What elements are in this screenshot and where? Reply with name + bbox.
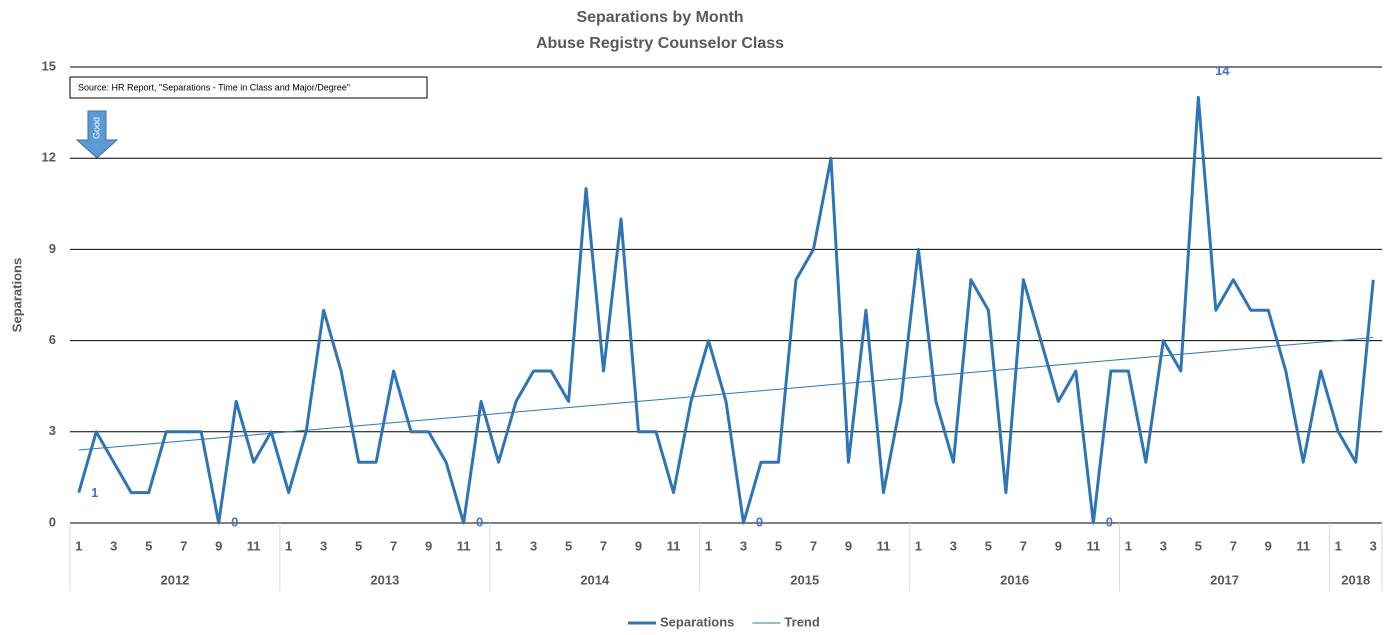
chart-subtitle: Abuse Registry Counselor Class (536, 35, 784, 52)
x-tick-label: 11 (667, 538, 681, 553)
data-label: 14 (1215, 63, 1230, 78)
x-tick-label: 9 (635, 538, 642, 553)
y-tick-label: 3 (49, 423, 56, 438)
x-tick-label: 11 (877, 538, 891, 553)
x-tick-label: 1 (75, 538, 82, 553)
x-tick-label: 3 (740, 538, 747, 553)
y-tick-label: 15 (42, 58, 56, 73)
x-tick-label: 5 (775, 538, 782, 553)
x-tick-label: 11 (247, 538, 261, 553)
x-tick-label: 11 (1086, 538, 1100, 553)
x-tick-label: 3 (110, 538, 117, 553)
y-tick-label: 0 (49, 514, 56, 529)
x-tick-label: 5 (565, 538, 572, 553)
x-tick-label: 9 (215, 538, 222, 553)
x-tick-label: 5 (145, 538, 152, 553)
x-tick-label: 7 (810, 538, 817, 553)
x-tick-label: 1 (705, 538, 712, 553)
x-tick-label: 9 (845, 538, 852, 553)
x-tick-label: 7 (390, 538, 397, 553)
legend-label: Separations (660, 614, 734, 629)
x-tick-label: 11 (1296, 538, 1310, 553)
data-label: 0 (1106, 514, 1113, 529)
x-group-label: 2015 (790, 572, 819, 587)
y-tick-label: 9 (49, 241, 56, 256)
x-tick-label: 5 (985, 538, 992, 553)
x-tick-label: 1 (495, 538, 502, 553)
y-axis-label: Separations (9, 258, 24, 332)
good-arrow (75, 110, 119, 159)
data-label: 0 (231, 514, 238, 529)
x-tick-label: 5 (355, 538, 362, 553)
x-tick-label: 9 (425, 538, 432, 553)
data-label: 0 (756, 514, 763, 529)
x-group-label: 2013 (370, 572, 399, 587)
x-tick-label: 11 (457, 538, 471, 553)
x-tick-label: 5 (1195, 538, 1202, 553)
source-note: Source: HR Report, "Separations - Time i… (78, 82, 350, 92)
x-group-label: 2018 (1341, 572, 1370, 587)
x-tick-label: 3 (1370, 538, 1377, 553)
x-group-label: 2017 (1210, 572, 1239, 587)
x-tick-label: 9 (1055, 538, 1062, 553)
legend-label: Trend (784, 614, 819, 629)
x-tick-label: 7 (1020, 538, 1027, 553)
x-tick-label: 1 (285, 538, 292, 553)
data-label: 1 (91, 485, 98, 500)
x-tick-label: 1 (1125, 538, 1132, 553)
x-group-label: 2014 (580, 572, 610, 587)
x-tick-label: 1 (1335, 538, 1342, 553)
x-tick-label: 7 (600, 538, 607, 553)
chart-title: Separations by Month (576, 9, 743, 26)
x-tick-label: 3 (950, 538, 957, 553)
y-tick-label: 6 (49, 332, 56, 347)
x-tick-label: 9 (1265, 538, 1272, 553)
x-group-label: 2016 (1000, 572, 1029, 587)
x-tick-label: 3 (320, 538, 327, 553)
line (78, 337, 1374, 451)
x-tick-label: 3 (530, 538, 537, 553)
arrow-note: Good (91, 117, 101, 139)
y-tick-label: 12 (42, 150, 56, 165)
x-group-label: 2012 (160, 572, 189, 587)
line (77, 95, 1375, 525)
source-box (69, 76, 428, 99)
x-tick-label: 7 (180, 538, 187, 553)
x-tick-label: 3 (1160, 538, 1167, 553)
x-tick-label: 7 (1230, 538, 1237, 553)
data-label: 0 (476, 514, 483, 529)
x-tick-label: 1 (915, 538, 922, 553)
